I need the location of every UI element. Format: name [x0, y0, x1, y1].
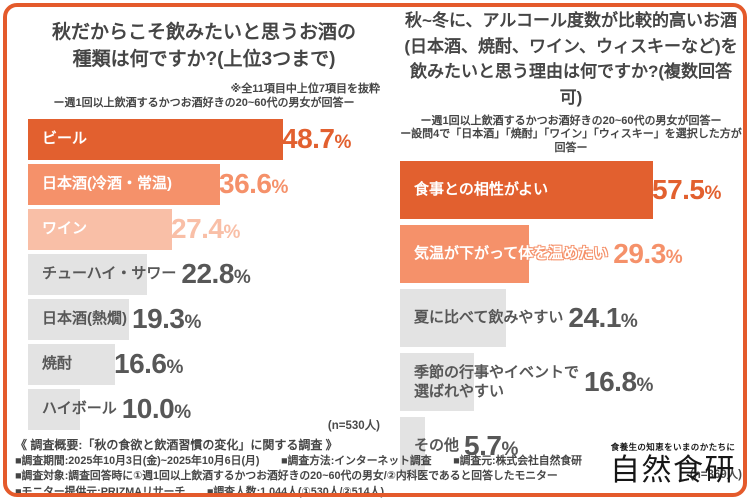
- bar-category-label: 夏に比べて飲みやすい: [414, 309, 564, 327]
- survey-overview: 《 調査概要:「秋の食欲と飲酒習慣の変化」に関する調査 》 ■調査期間:2025…: [15, 438, 637, 499]
- bar-category-label: 気温が下がって体を温めたい: [414, 245, 609, 263]
- bar-category-label: 日本酒(冷酒・常温): [42, 175, 172, 193]
- bar-value-label: 22.8%: [181, 258, 251, 290]
- chart-left-title: 秋だからこそ飲みたいと思うお酒の 種類は何ですか?(上位3つまで): [51, 22, 356, 70]
- chart-right-sample-size: (n=369人): [689, 469, 742, 482]
- bar-row: 食事との相性がよい 57.5%: [400, 161, 742, 220]
- chart-left-sample-size: (n=530人): [327, 419, 380, 432]
- survey-overview-line: ■調査期間:2025年10月3日(金)~2025年10月6日(月) ■調査方法:…: [15, 454, 582, 467]
- bar-row: その他 5.7%: [400, 417, 742, 476]
- bar: [400, 353, 474, 412]
- bar-category-label: ハイボール: [42, 400, 117, 418]
- bar: [28, 118, 283, 160]
- bar-row: ハイボール 10.0%: [28, 388, 380, 430]
- bar: [400, 417, 425, 476]
- bar-value-label: 16.6%: [114, 348, 183, 380]
- chart-left-bar-rows: ビール 48.7% 日本酒(冷酒・常温) 36.6% ワイン 27.4% チューハイ・サワー…: [28, 118, 380, 430]
- bar-category-label: 季節の行事やイベントで 選ばれやすい: [414, 363, 580, 401]
- bar-row: 夏に比べて飲みやすい 24.1%: [400, 289, 742, 348]
- bar: [28, 388, 80, 430]
- survey-overview-line: ■モニター提供元:PRIZMAリサーチ ■調査人数:1,044人(①530人/②…: [15, 485, 385, 498]
- survey-overview-heading: 《 調査概要:「秋の食欲と飲酒習慣の変化」に関する調査 》: [15, 438, 338, 452]
- chart-right-subtitle-2: ー設問4で「日本酒」「焼酎」「ワイン」「ウィスキー」を選択した方が回答ー: [400, 128, 742, 154]
- bar-row: チューハイ・サワー 22.8%: [28, 253, 380, 295]
- bar-value-label: 57.5%: [652, 174, 721, 206]
- chart-right-title: 秋~冬に、アルコール度数が比較的高いお酒 (日本酒、焼酎、ワイン、ウィスキーなど…: [404, 11, 738, 107]
- bar-row: 日本酒(冷酒・常温) 36.6%: [28, 163, 380, 205]
- brand-tagline: 食養生の知恵をいまのかたちに: [610, 442, 736, 452]
- bar: [28, 253, 147, 295]
- bar-value-label: 10.0%: [121, 393, 191, 425]
- bar-category-label: その他: [414, 437, 460, 455]
- bar-row: 日本酒(熱燗) 19.3%: [28, 298, 380, 340]
- bar-value-label: 16.8%: [584, 366, 653, 398]
- bar-row: 気温が下がって体を温めたい 29.3%: [400, 225, 742, 284]
- bar-value-label: 5.7%: [464, 430, 518, 462]
- bar-row: 季節の行事やイベントで 選ばれやすい 16.8%: [400, 353, 742, 412]
- chart-right-subtitle-1: ー週1回以上飲酒するかつお酒好きの20~60代の男女が回答ー: [420, 115, 722, 127]
- bar-category-label: 食事との相性がよい: [414, 181, 549, 199]
- chart-left: 秋だからこそ飲みたいと思うお酒の 種類は何ですか?(上位3つまで) ※全11項目…: [28, 16, 380, 433]
- chart-left-note: ※全11項目中上位7項目を抜粋: [230, 82, 380, 95]
- bar-value-label: 24.1%: [568, 302, 638, 334]
- bar-row: ビール 48.7%: [28, 118, 380, 160]
- bar: [28, 208, 172, 250]
- bar-value-label: 19.3%: [132, 303, 201, 335]
- bar-row: ワイン 27.4%: [28, 208, 380, 250]
- chart-right: 秋~冬に、アルコール度数が比較的高いお酒 (日本酒、焼酎、ワイン、ウィスキーなど…: [400, 8, 742, 482]
- bar-value-label: 48.7%: [282, 123, 351, 155]
- bar-category-label: 焼酎: [42, 355, 73, 373]
- bar-category-label: ビール: [42, 130, 88, 148]
- bar: [28, 343, 115, 385]
- bar: [28, 298, 129, 340]
- brand-logo: 食養生の知恵をいまのかたちに 自然食研: [610, 441, 736, 489]
- bar-value-label: 36.6%: [219, 168, 288, 200]
- bar-value-label: 27.4%: [171, 213, 240, 245]
- chart-left-subtitle: ー週1回以上飲酒するかつお酒好きの20~60代の男女が回答ー: [53, 97, 355, 110]
- bar-row: 焼酎 16.6%: [28, 343, 380, 385]
- bar-category-label: チューハイ・サワー: [42, 265, 177, 283]
- bar: [28, 163, 220, 205]
- bar-value-label: 29.3%: [613, 238, 683, 270]
- bar: [400, 289, 506, 348]
- bar: [400, 161, 653, 220]
- bar-category-label: 日本酒(熱燗): [42, 310, 127, 328]
- bar-category-label: ワイン: [42, 220, 88, 238]
- brand-name: 自然食研: [610, 454, 736, 487]
- survey-overview-line: ■調査対象:調査回答時に①週1回以上飲酒するかつお酒好きの20~60代の男女/②…: [15, 470, 558, 483]
- chart-right-bar-rows: 食事との相性がよい 57.5% 気温が下がって体を温めたい 29.3% 夏に比べて飲みや…: [400, 161, 742, 476]
- bar: [400, 225, 529, 284]
